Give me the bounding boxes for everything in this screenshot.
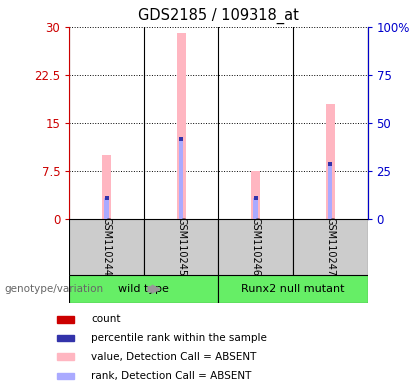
Bar <box>177 33 186 219</box>
Text: percentile rank within the sample: percentile rank within the sample <box>91 333 267 343</box>
Bar <box>57 316 74 323</box>
Text: GSM110246: GSM110246 <box>251 217 261 276</box>
Bar <box>57 335 74 341</box>
Bar <box>326 104 335 219</box>
Text: Runx2 null mutant: Runx2 null mutant <box>241 284 345 294</box>
Title: GDS2185 / 109318_at: GDS2185 / 109318_at <box>138 8 299 24</box>
FancyArrow shape <box>148 285 160 293</box>
Bar <box>144 219 218 275</box>
Text: GSM110244: GSM110244 <box>102 217 112 276</box>
Bar <box>328 164 333 219</box>
Text: value, Detection Call = ABSENT: value, Detection Call = ABSENT <box>91 352 257 362</box>
Bar <box>293 219 368 275</box>
Text: rank, Detection Call = ABSENT: rank, Detection Call = ABSENT <box>91 371 252 381</box>
Text: genotype/variation: genotype/variation <box>4 284 103 294</box>
Bar <box>104 198 109 219</box>
Bar <box>69 219 144 275</box>
Bar <box>102 155 111 219</box>
Bar <box>57 353 74 360</box>
Bar <box>57 373 74 379</box>
Bar <box>218 219 293 275</box>
Bar <box>69 275 218 303</box>
Text: GSM110247: GSM110247 <box>325 217 335 276</box>
Text: GSM110245: GSM110245 <box>176 217 186 276</box>
Text: count: count <box>91 314 121 324</box>
Bar <box>179 139 184 219</box>
Bar <box>218 275 368 303</box>
Text: wild type: wild type <box>118 284 169 294</box>
Bar <box>253 198 258 219</box>
Bar <box>251 171 260 219</box>
